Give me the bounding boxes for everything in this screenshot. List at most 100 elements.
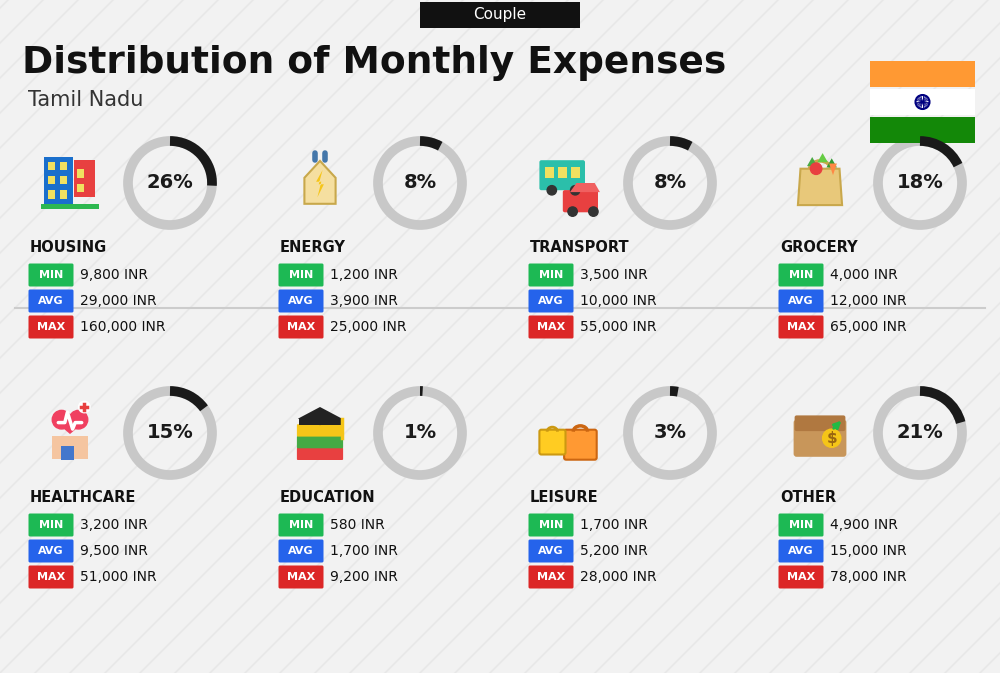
- FancyBboxPatch shape: [48, 176, 55, 184]
- FancyBboxPatch shape: [44, 157, 73, 207]
- FancyBboxPatch shape: [278, 316, 324, 339]
- Text: MAX: MAX: [287, 572, 315, 582]
- Text: AVG: AVG: [288, 546, 314, 556]
- FancyBboxPatch shape: [778, 289, 824, 312]
- Text: MIN: MIN: [289, 270, 313, 280]
- Text: OTHER: OTHER: [780, 489, 836, 505]
- Text: AVG: AVG: [538, 296, 564, 306]
- FancyBboxPatch shape: [528, 565, 574, 588]
- FancyBboxPatch shape: [41, 205, 99, 209]
- FancyBboxPatch shape: [528, 316, 574, 339]
- Polygon shape: [817, 153, 828, 162]
- Text: 15%: 15%: [147, 423, 193, 443]
- Text: 78,000 INR: 78,000 INR: [830, 570, 907, 584]
- FancyBboxPatch shape: [28, 513, 74, 536]
- Text: MIN: MIN: [39, 520, 63, 530]
- FancyBboxPatch shape: [278, 289, 324, 312]
- FancyBboxPatch shape: [539, 160, 585, 190]
- FancyBboxPatch shape: [61, 446, 74, 460]
- Text: 160,000 INR: 160,000 INR: [80, 320, 166, 334]
- Circle shape: [547, 186, 556, 195]
- Text: 10,000 INR: 10,000 INR: [580, 294, 657, 308]
- Text: 3%: 3%: [654, 423, 686, 443]
- Circle shape: [79, 401, 90, 413]
- FancyBboxPatch shape: [76, 184, 84, 192]
- Text: 1,700 INR: 1,700 INR: [580, 518, 648, 532]
- Circle shape: [810, 163, 822, 174]
- Text: 51,000 INR: 51,000 INR: [80, 570, 157, 584]
- FancyBboxPatch shape: [297, 424, 343, 437]
- Text: AVG: AVG: [788, 546, 814, 556]
- Text: MAX: MAX: [37, 322, 65, 332]
- Text: MIN: MIN: [539, 270, 563, 280]
- Text: 28,000 INR: 28,000 INR: [580, 570, 657, 584]
- Circle shape: [589, 207, 598, 216]
- Text: 26%: 26%: [147, 174, 193, 192]
- Text: 29,000 INR: 29,000 INR: [80, 294, 157, 308]
- Text: MIN: MIN: [789, 270, 813, 280]
- FancyBboxPatch shape: [795, 415, 845, 431]
- FancyBboxPatch shape: [539, 429, 566, 454]
- Text: MIN: MIN: [539, 520, 563, 530]
- Text: MAX: MAX: [37, 572, 65, 582]
- Text: 18%: 18%: [897, 174, 943, 192]
- FancyBboxPatch shape: [420, 2, 580, 28]
- FancyBboxPatch shape: [794, 419, 846, 457]
- FancyBboxPatch shape: [28, 264, 74, 287]
- Text: HOUSING: HOUSING: [30, 240, 107, 254]
- FancyBboxPatch shape: [778, 264, 824, 287]
- FancyBboxPatch shape: [28, 540, 74, 563]
- Text: 65,000 INR: 65,000 INR: [830, 320, 907, 334]
- FancyBboxPatch shape: [28, 565, 74, 588]
- Text: 12,000 INR: 12,000 INR: [830, 294, 907, 308]
- FancyBboxPatch shape: [564, 429, 597, 460]
- FancyBboxPatch shape: [297, 436, 343, 448]
- FancyBboxPatch shape: [571, 168, 580, 178]
- Circle shape: [823, 429, 841, 448]
- Polygon shape: [304, 161, 336, 204]
- FancyBboxPatch shape: [528, 540, 574, 563]
- Text: 9,200 INR: 9,200 INR: [330, 570, 398, 584]
- Text: EDUCATION: EDUCATION: [280, 489, 376, 505]
- FancyBboxPatch shape: [278, 565, 324, 588]
- Polygon shape: [298, 407, 342, 425]
- FancyBboxPatch shape: [60, 190, 67, 199]
- Text: 21%: 21%: [897, 423, 943, 443]
- FancyBboxPatch shape: [48, 190, 55, 199]
- Text: 55,000 INR: 55,000 INR: [580, 320, 656, 334]
- FancyBboxPatch shape: [76, 170, 84, 178]
- Text: 5,200 INR: 5,200 INR: [580, 544, 648, 558]
- FancyBboxPatch shape: [870, 89, 975, 115]
- Text: MIN: MIN: [789, 520, 813, 530]
- FancyBboxPatch shape: [778, 540, 824, 563]
- Text: AVG: AVG: [38, 296, 64, 306]
- Text: MIN: MIN: [39, 270, 63, 280]
- FancyBboxPatch shape: [299, 419, 341, 425]
- FancyBboxPatch shape: [74, 160, 95, 197]
- Text: 580 INR: 580 INR: [330, 518, 385, 532]
- FancyBboxPatch shape: [28, 289, 74, 312]
- FancyBboxPatch shape: [528, 513, 574, 536]
- FancyBboxPatch shape: [778, 565, 824, 588]
- Polygon shape: [798, 169, 842, 205]
- Polygon shape: [53, 420, 87, 434]
- Text: Tamil Nadu: Tamil Nadu: [28, 90, 143, 110]
- Text: 1,200 INR: 1,200 INR: [330, 268, 398, 282]
- Text: 25,000 INR: 25,000 INR: [330, 320, 406, 334]
- Text: AVG: AVG: [38, 546, 64, 556]
- Text: MAX: MAX: [537, 572, 565, 582]
- Text: MIN: MIN: [289, 520, 313, 530]
- Polygon shape: [570, 183, 600, 192]
- FancyBboxPatch shape: [28, 316, 74, 339]
- FancyBboxPatch shape: [778, 513, 824, 536]
- Text: HEALTHCARE: HEALTHCARE: [30, 489, 136, 505]
- Text: 9,800 INR: 9,800 INR: [80, 268, 148, 282]
- Text: AVG: AVG: [788, 296, 814, 306]
- Polygon shape: [826, 158, 837, 168]
- Text: AVG: AVG: [288, 296, 314, 306]
- FancyBboxPatch shape: [528, 289, 574, 312]
- Text: $: $: [826, 431, 837, 446]
- FancyBboxPatch shape: [60, 176, 67, 184]
- Text: 9,500 INR: 9,500 INR: [80, 544, 148, 558]
- FancyBboxPatch shape: [870, 61, 975, 87]
